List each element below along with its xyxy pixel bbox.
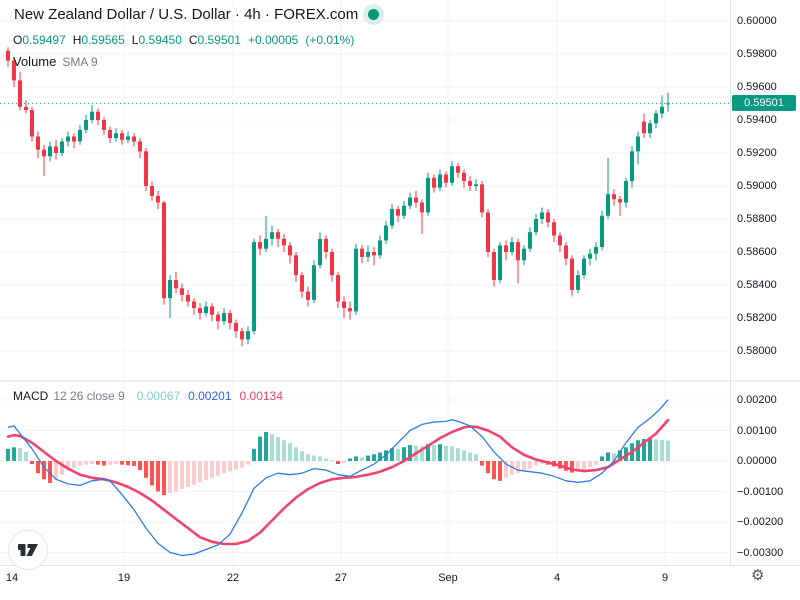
price-tick-label: 0.59600 <box>737 81 777 93</box>
ohlc-legend: O0.59497 H0.59565 L0.59450 C0.59501 +0.00005… <box>13 33 361 47</box>
candles <box>6 47 670 347</box>
tradingview-logo[interactable] <box>7 529 49 571</box>
price-tick-label: 0.60000 <box>737 15 777 27</box>
macd-hist-value: 0.00067 <box>136 389 181 403</box>
change-value: +0.00005 <box>247 33 299 47</box>
volume-sma-label: SMA 9 <box>62 55 98 69</box>
low-value: 0.59450 <box>138 33 182 47</box>
macd-legend[interactable]: MACD 12 26 close 9 0.00067 0.00201 0.00134 <box>13 389 283 403</box>
time-tick-label: 27 <box>334 572 348 584</box>
macd-label: MACD <box>13 389 49 403</box>
timezone-settings-icon[interactable]: ⚙ <box>751 567 765 584</box>
price-tick-label: 0.59800 <box>737 48 777 60</box>
price-tick-label: 0.58200 <box>737 312 777 324</box>
market-status-dot-icon <box>368 9 380 20</box>
low-label: L <box>131 33 139 47</box>
volume-legend[interactable]: Volume SMA 9 <box>13 54 98 69</box>
high-value: 0.59565 <box>81 33 125 47</box>
macd-histogram <box>6 432 670 496</box>
price-tick-label: 0.58600 <box>737 246 777 258</box>
macd-params: 12 26 close 9 <box>53 389 125 403</box>
macd-line-value: 0.00201 <box>188 389 232 403</box>
high-label: H <box>72 33 82 47</box>
time-tick-label: 9 <box>661 572 669 584</box>
macd-tick-label: 0.00100 <box>737 424 777 437</box>
change-percent: (+0.01%) <box>305 33 355 47</box>
price-tick-label: 0.59400 <box>737 114 777 126</box>
pane-separators <box>0 0 800 566</box>
price-tick-label: 0.58000 <box>737 345 777 357</box>
open-label: O <box>13 33 23 47</box>
macd-signal-line <box>6 418 670 546</box>
macd-signal-value: 0.00134 <box>239 389 283 403</box>
macd-tick-label: 0.00000 <box>737 455 777 467</box>
close-value: 0.59501 <box>197 33 241 47</box>
last-price-badge: 0.59501 <box>732 95 796 112</box>
price-tick-label: 0.58800 <box>737 213 777 225</box>
symbol-legend[interactable]: New Zealand Dollar / U.S. Dollar · 4h · … <box>14 6 380 23</box>
macd-tick-label: −0.00300 <box>737 546 784 559</box>
close-label: C <box>188 33 198 47</box>
open-value: 0.59497 <box>22 33 66 47</box>
macd-line <box>7 399 669 557</box>
macd-tick-label: 0.00200 <box>737 394 777 406</box>
symbol-title[interactable]: New Zealand Dollar / U.S. Dollar · 4h · … <box>14 6 359 23</box>
time-tick-label: Sep <box>438 572 458 584</box>
price-tick-label: 0.59200 <box>737 147 777 159</box>
macd-tick-label: −0.00100 <box>737 485 784 498</box>
time-tick-label: 4 <box>553 572 561 584</box>
time-tick-label: 14 <box>5 572 19 584</box>
macd-tick-label: −0.00200 <box>737 516 784 528</box>
price-tick-label: 0.58400 <box>737 279 777 291</box>
price-tick-label: 0.59000 <box>737 180 777 192</box>
time-tick-label: 19 <box>117 572 131 584</box>
volume-label: Volume <box>13 54 57 69</box>
time-tick-label: 22 <box>226 572 240 584</box>
